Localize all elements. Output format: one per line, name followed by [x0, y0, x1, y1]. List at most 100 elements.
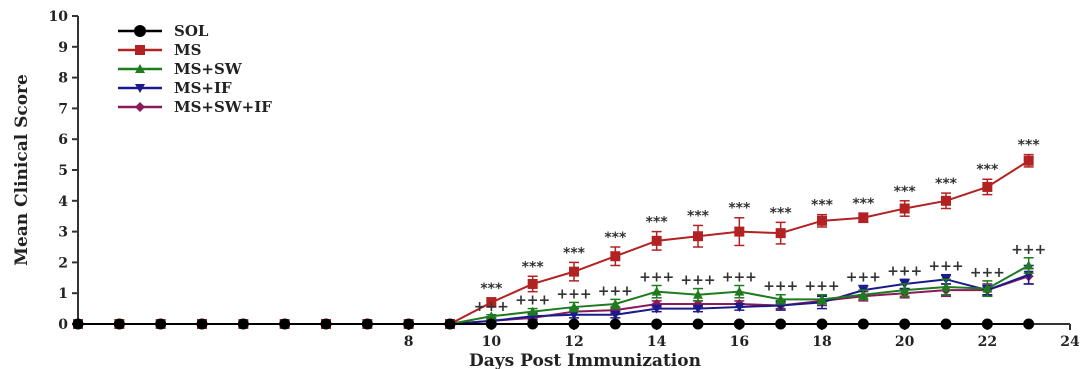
significance-stars: ***	[894, 184, 917, 200]
data-point	[610, 319, 621, 330]
significance-plus: +++	[763, 279, 798, 295]
significance-stars: ***	[976, 162, 999, 178]
data-point	[941, 196, 951, 206]
data-point	[734, 319, 745, 330]
significance-stars: ***	[604, 230, 627, 246]
significance-stars: ***	[646, 215, 669, 231]
y-tick-label: 10	[49, 9, 69, 25]
x-tick-label: 18	[812, 334, 831, 350]
y-tick-label: 3	[58, 225, 68, 241]
legend-label: MS	[174, 41, 201, 59]
y-tick-label: 2	[58, 255, 68, 271]
data-series	[73, 155, 1035, 330]
significance-plus: +++	[804, 279, 839, 295]
legend-item: SOL	[118, 22, 209, 40]
significance-stars: ***	[770, 205, 793, 221]
data-point	[858, 319, 869, 330]
x-tick-label: 22	[978, 334, 997, 350]
data-point	[817, 216, 827, 226]
series-ms	[73, 155, 1034, 329]
data-point	[197, 319, 208, 330]
data-point	[1023, 319, 1034, 330]
significance-plus: +++	[598, 283, 633, 299]
legend-marker	[134, 25, 146, 37]
significance-plus: +++	[722, 270, 757, 286]
series-line	[78, 275, 1029, 324]
data-point	[527, 319, 538, 330]
data-point	[155, 319, 166, 330]
y-tick-label: 4	[58, 194, 68, 210]
significance-stars: ***	[852, 196, 875, 212]
data-point	[652, 236, 662, 246]
legend-label: SOL	[174, 22, 209, 40]
data-point	[693, 231, 703, 241]
series-line	[78, 161, 1029, 324]
data-point	[569, 319, 580, 330]
data-point	[651, 319, 662, 330]
significance-plus: +++	[846, 270, 881, 286]
x-tick-label: 12	[564, 334, 583, 350]
y-tick-label: 5	[58, 163, 68, 179]
data-point	[693, 319, 704, 330]
significance-stars: ***	[480, 281, 503, 297]
data-point	[486, 319, 497, 330]
x-tick-label: 20	[895, 334, 915, 350]
legend-item: MS+SW+IF	[118, 98, 272, 116]
data-point	[817, 319, 828, 330]
data-point	[734, 227, 744, 237]
data-point	[279, 319, 290, 330]
significance-stars: ***	[522, 259, 545, 275]
significance-plus: +++	[680, 273, 715, 289]
x-tick-label: 8	[404, 334, 414, 350]
legend-item: MS+IF	[118, 79, 232, 97]
significance-plus: +++	[474, 299, 509, 315]
data-point	[321, 319, 332, 330]
significance-stars: ***	[935, 176, 958, 192]
y-tick-label: 9	[58, 40, 68, 56]
data-point	[900, 204, 910, 214]
data-point	[362, 319, 373, 330]
y-tick-label: 8	[58, 71, 68, 87]
series-sol	[73, 319, 1035, 330]
data-point	[982, 182, 992, 192]
significance-plus: +++	[887, 263, 922, 279]
y-tick-label: 1	[58, 286, 68, 302]
data-point	[610, 251, 620, 261]
legend-label: MS+SW	[174, 60, 243, 78]
data-point	[775, 319, 786, 330]
significance-stars: ***	[687, 208, 710, 224]
data-point	[858, 213, 868, 223]
y-axis-title: Mean Clinical Score	[12, 74, 32, 266]
legend-label: MS+SW+IF	[174, 98, 272, 116]
legend-label: MS+IF	[174, 79, 232, 97]
legend-item: MS	[118, 41, 201, 59]
significance-plus: +++	[1011, 242, 1046, 258]
legend-marker	[135, 102, 145, 112]
data-point	[73, 319, 84, 330]
x-tick-label: 14	[647, 334, 667, 350]
significance-stars: ***	[811, 198, 834, 214]
significance-plus: +++	[515, 293, 550, 309]
significance-plus: +++	[556, 286, 591, 302]
series-line	[78, 276, 1029, 324]
legend-item: MS+SW	[118, 60, 243, 78]
significance-plus: +++	[639, 270, 674, 286]
x-tick-label: 16	[730, 334, 749, 350]
x-axis-title: Days Post Immunization	[469, 351, 701, 369]
data-point	[445, 319, 456, 330]
data-point	[528, 279, 538, 289]
legend-marker	[135, 45, 145, 55]
significance-stars: ***	[563, 245, 586, 261]
y-tick-label: 0	[58, 317, 68, 333]
data-point	[403, 319, 414, 330]
significance-stars: ***	[1018, 138, 1041, 154]
significance-plus: +++	[928, 259, 963, 275]
data-point	[114, 319, 125, 330]
x-tick-label: 10	[482, 334, 502, 350]
data-point	[1024, 156, 1034, 166]
significance-stars: ***	[728, 201, 751, 217]
data-point	[238, 319, 249, 330]
x-tick-label: 24	[1060, 334, 1080, 350]
